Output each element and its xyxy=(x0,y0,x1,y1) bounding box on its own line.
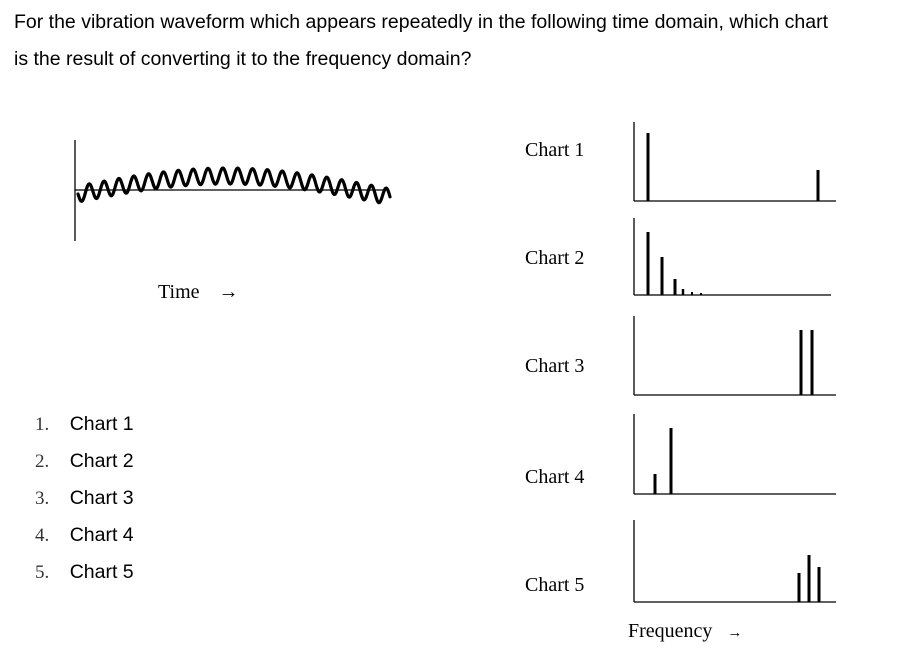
chart-3-label: Chart 3 xyxy=(525,355,585,377)
option-5-number: 5. xyxy=(35,562,50,583)
time-axis-label: Time → xyxy=(158,281,239,304)
option-3-text: Chart 3 xyxy=(69,487,134,509)
answer-option-5[interactable]: 5. Chart 5 xyxy=(35,561,134,584)
answer-option-2[interactable]: 2. Chart 2 xyxy=(35,450,134,473)
time-domain-waveform xyxy=(74,140,392,241)
option-4-number: 4. xyxy=(35,525,50,546)
frequency-axis-label: Frequency → xyxy=(628,620,742,643)
option-1-text: Chart 1 xyxy=(69,413,134,435)
chart-1-plot xyxy=(633,122,836,202)
chart-5-plot xyxy=(633,520,836,603)
answer-option-4[interactable]: 4. Chart 4 xyxy=(35,524,134,547)
chart-1-label: Chart 1 xyxy=(525,139,585,161)
chart-4-plot xyxy=(633,414,836,495)
chart-2-label: Chart 2 xyxy=(525,247,585,269)
frequency-arrow: → xyxy=(727,625,743,641)
chart-2-plot xyxy=(633,218,831,296)
chart-3-plot xyxy=(633,316,836,396)
question-line-1: For the vibration waveform which appears… xyxy=(14,11,828,33)
option-4-text: Chart 4 xyxy=(69,524,134,546)
question-line-2: is the result of converting it to the fr… xyxy=(14,48,472,70)
option-5-text: Chart 5 xyxy=(69,561,134,583)
option-2-text: Chart 2 xyxy=(69,450,134,472)
time-label-text: Time xyxy=(158,281,200,303)
option-3-number: 3. xyxy=(35,488,50,509)
frequency-label-text: Frequency xyxy=(628,620,713,642)
answer-option-1[interactable]: 1. Chart 1 xyxy=(35,413,134,436)
question-text: For the vibration waveform which appears… xyxy=(14,4,904,78)
option-1-number: 1. xyxy=(35,414,50,435)
time-arrow: → xyxy=(218,281,239,303)
chart-4-label: Chart 4 xyxy=(525,466,585,488)
answer-option-3[interactable]: 3. Chart 3 xyxy=(35,487,134,510)
chart-5-label: Chart 5 xyxy=(525,574,585,596)
waveform-curve xyxy=(76,166,392,205)
option-2-number: 2. xyxy=(35,451,50,472)
